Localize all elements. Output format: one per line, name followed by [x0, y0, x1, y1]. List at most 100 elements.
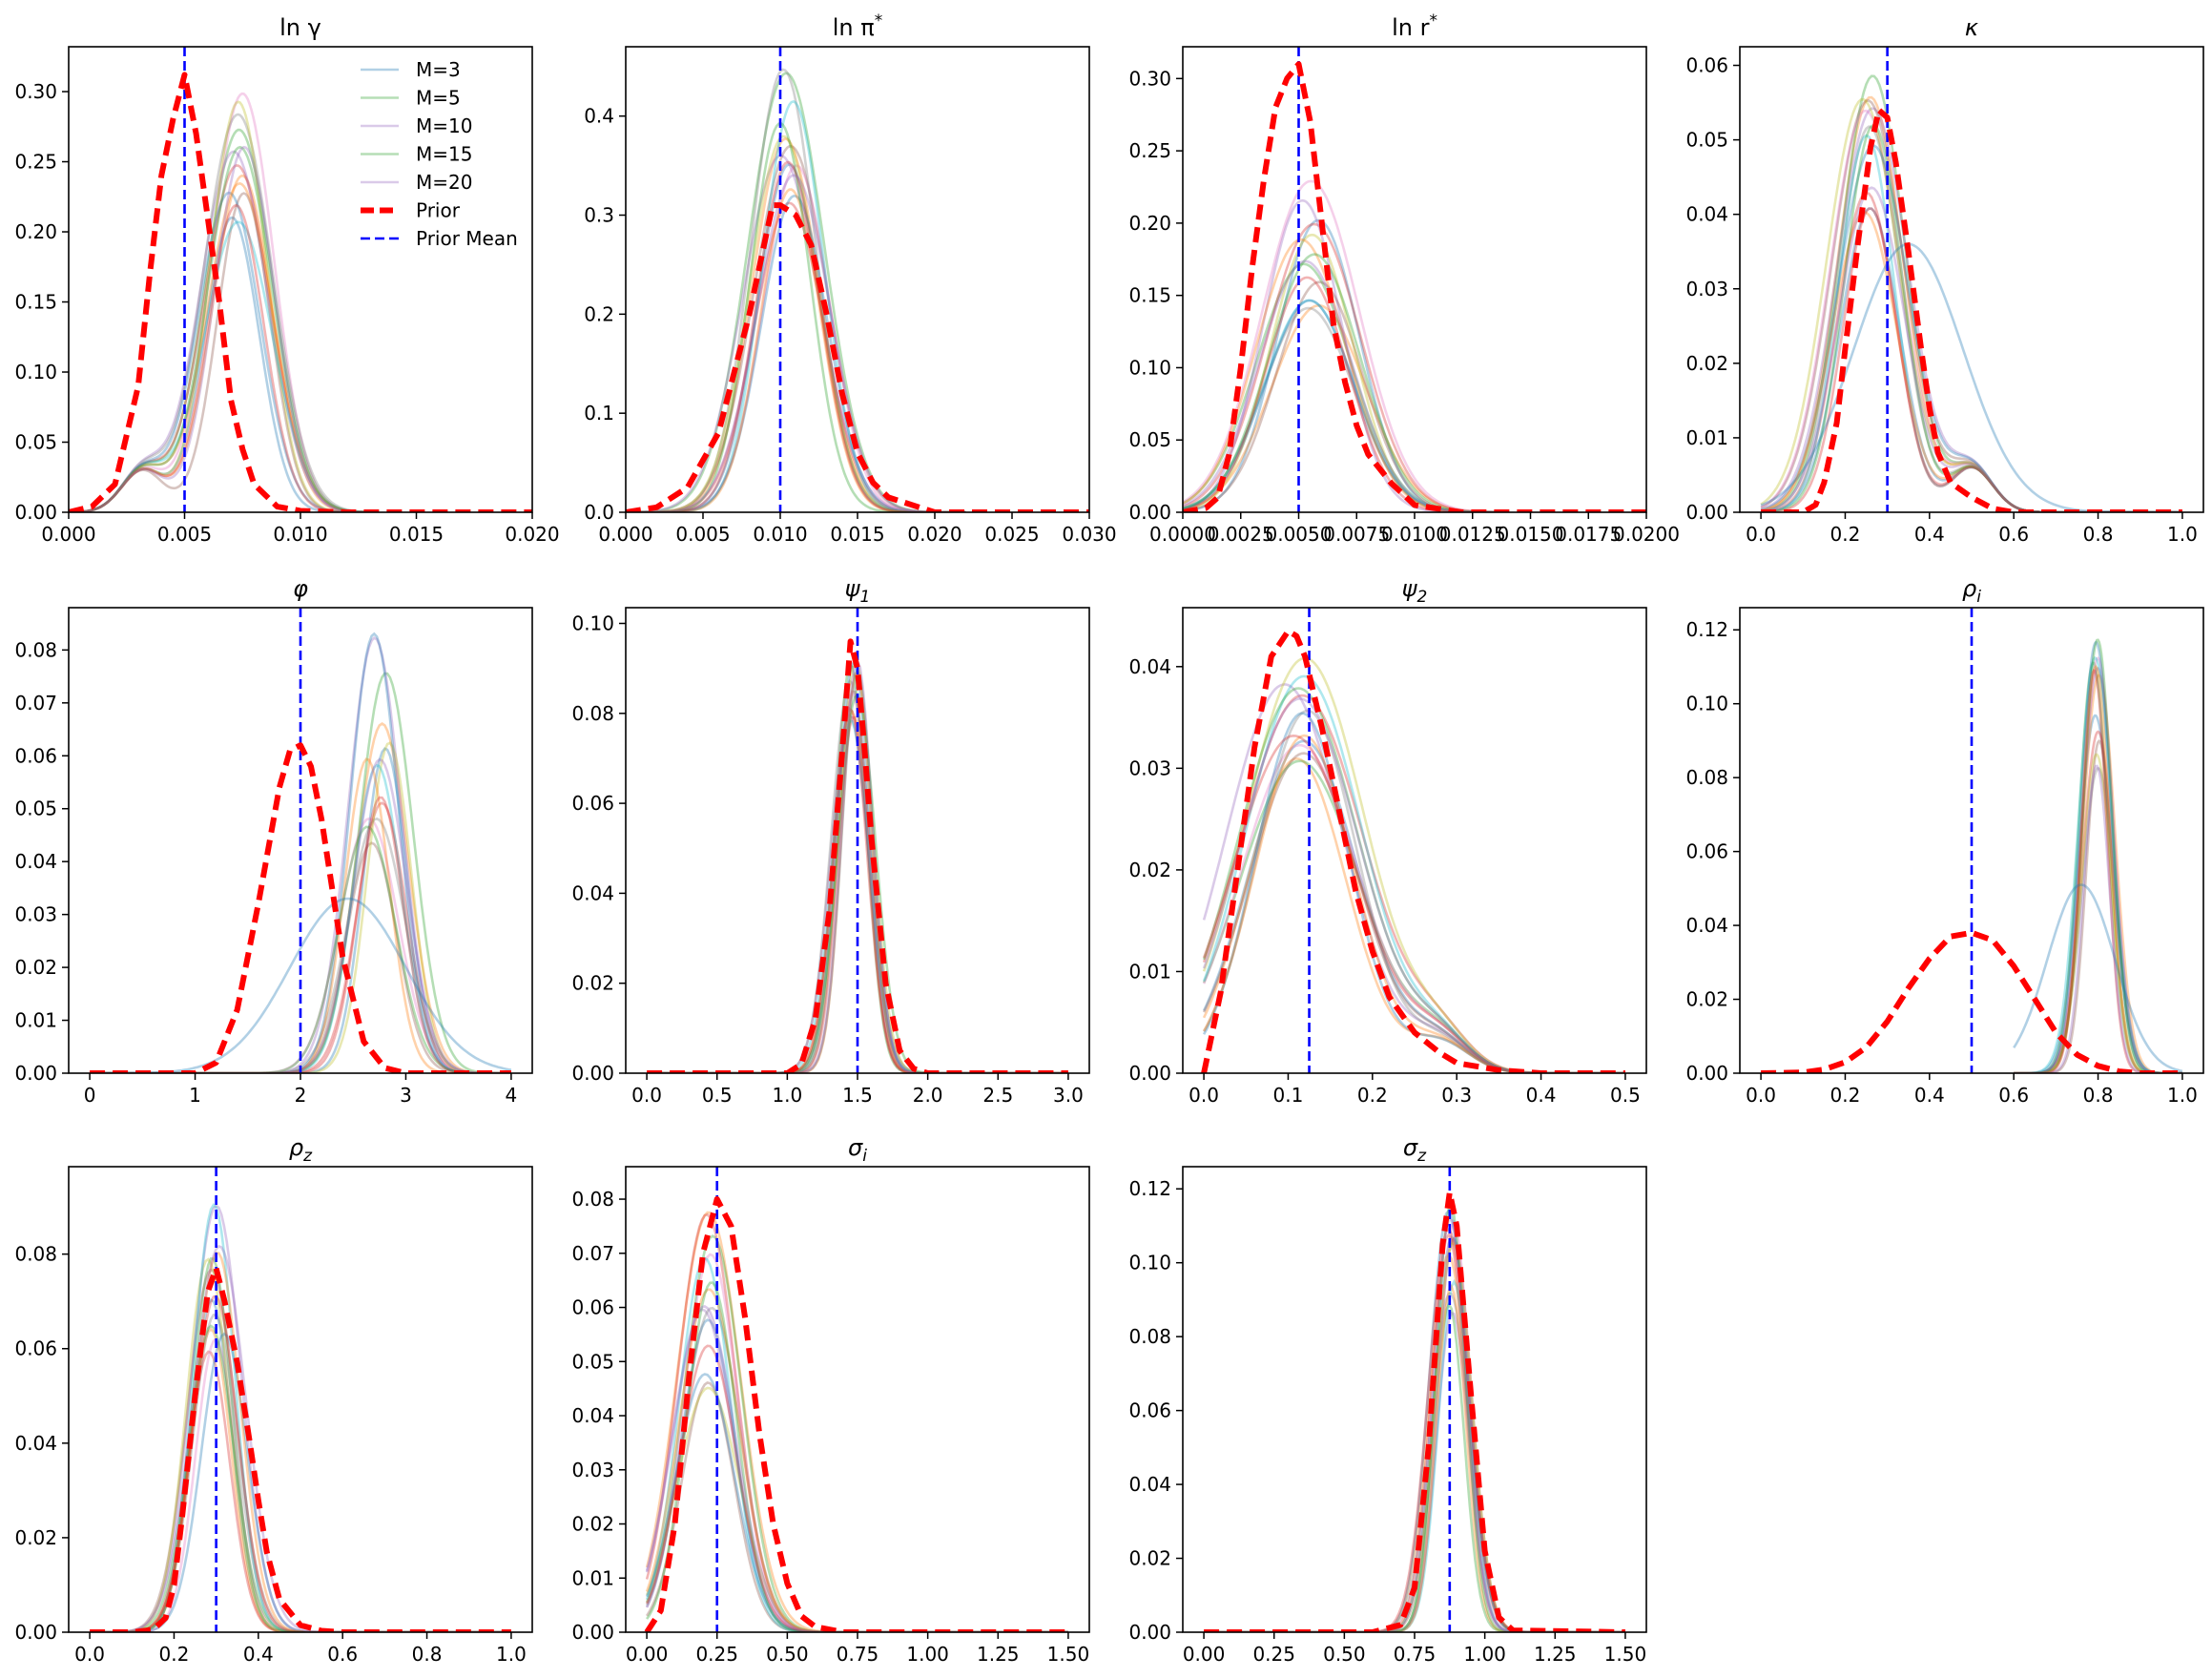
- plot-area: [626, 47, 1089, 512]
- subplot-title: φ: [293, 575, 308, 602]
- y-tick-label: 0.02: [1128, 1547, 1171, 1570]
- posterior-curve: [645, 1373, 1068, 1632]
- posterior-curve: [1760, 125, 2182, 512]
- posterior-curve: [1760, 211, 2182, 512]
- x-tick-label: 0.2: [1357, 1084, 1388, 1107]
- x-tick-label: 0.0: [1746, 1084, 1776, 1107]
- posterior-curve: [90, 1314, 511, 1632]
- legend-item: Prior: [361, 199, 461, 222]
- y-tick-label: 0.04: [14, 850, 57, 873]
- posterior-curve: [69, 145, 370, 512]
- subplot-9: 0.0 0.2 0.4 0.6 0.8 1.0 0.00 0.02 0.04 0.06 0.08 ρz: [14, 1134, 533, 1666]
- posterior-curve: [1760, 144, 2182, 512]
- y-tick-label: 0.05: [1685, 129, 1728, 152]
- posterior-curve: [626, 174, 966, 512]
- x-tick-label: 3: [400, 1084, 412, 1107]
- x-tick-label: 0.0: [631, 1084, 662, 1107]
- prior-curve: [647, 638, 1068, 1073]
- posterior-curve: [1204, 1203, 1625, 1632]
- y-tick-label: 0.20: [1128, 212, 1171, 235]
- subplot-title: σi: [848, 1134, 867, 1166]
- prior-curve: [626, 202, 1089, 512]
- prior-curve: [644, 1196, 1068, 1632]
- y-tick-label: 0.2: [584, 302, 614, 325]
- x-tick-label: 0.000: [598, 523, 652, 546]
- posterior-curve: [90, 1204, 511, 1632]
- posterior-curve: [1761, 123, 2182, 512]
- y-tick-label: 0.15: [1128, 284, 1171, 307]
- x-tick-label: 2.5: [982, 1084, 1013, 1107]
- posterior-curve: [1202, 683, 1625, 1073]
- y-tick-label: 0.06: [14, 1337, 57, 1360]
- posterior-curve: [645, 1318, 1068, 1632]
- subplot-2: 0.000 0.005 0.010 0.015 0.020 0.025 0.030 0.0 0.…: [584, 11, 1116, 546]
- y-tick-label: 0.12: [1685, 618, 1728, 641]
- y-tick-label: 0.00: [1128, 1621, 1171, 1644]
- x-tick-label: 0.4: [1526, 1084, 1557, 1107]
- y-tick-label: 0.08: [14, 1243, 57, 1266]
- y-tick-label: 0.01: [571, 1566, 614, 1589]
- y-tick-label: 0.30: [1128, 67, 1171, 90]
- prior-curve: [69, 72, 532, 512]
- y-tick-label: 0.02: [571, 972, 614, 995]
- x-tick-label: 0.6: [1998, 523, 2029, 546]
- x-tick-label: 0.0075: [1323, 523, 1390, 546]
- y-tick-label: 0.10: [571, 612, 614, 635]
- x-tick-label: 1: [189, 1084, 201, 1107]
- plot-area: [90, 1167, 511, 1632]
- x-tick-label: 0.0125: [1439, 523, 1506, 546]
- x-tick-label: 0.000: [41, 523, 95, 546]
- posterior-curve: [626, 195, 966, 512]
- x-tick-label: 0.005: [675, 523, 730, 546]
- posterior-curve: [1204, 1236, 1625, 1632]
- posterior-curve: [2014, 664, 2182, 1073]
- x-tick-label: 4: [506, 1084, 518, 1107]
- posterior-curve: [645, 1386, 1068, 1632]
- y-tick-label: 0.04: [1685, 203, 1728, 226]
- x-tick-label: 0.0100: [1381, 523, 1448, 546]
- subplot-title: ψ2: [1402, 575, 1428, 607]
- y-tick-label: 0.15: [14, 291, 57, 314]
- y-tick-label: 0.06: [571, 1296, 614, 1319]
- legend-label: M=20: [416, 171, 472, 194]
- y-tick-label: 0.00: [14, 1062, 57, 1085]
- y-tick-label: 0.02: [1128, 859, 1171, 881]
- posterior-curve: [69, 150, 370, 512]
- y-tick-label: 0.05: [571, 1350, 614, 1373]
- subplot-8: 0.0 0.2 0.4 0.6 0.8 1.0 0.00 0.02 0.04 0.06 0.08 0.…: [1685, 575, 2204, 1107]
- y-tick-label: 0.00: [14, 1621, 57, 1644]
- y-tick-label: 0.05: [14, 798, 57, 820]
- y-tick-label: 0.02: [14, 956, 57, 979]
- posterior-curve: [626, 154, 966, 512]
- y-tick-label: 0.10: [1685, 693, 1728, 715]
- prior-curve: [1204, 1190, 1625, 1632]
- y-tick-label: 0.01: [1128, 960, 1171, 983]
- axes-frame: [1182, 607, 1647, 1074]
- y-tick-label: 0.12: [1128, 1177, 1171, 1200]
- posterior-curve: [90, 1295, 511, 1632]
- posterior-curve: [90, 1257, 511, 1632]
- posterior-curve: [69, 113, 370, 512]
- y-tick-label: 0.25: [14, 151, 57, 174]
- posterior-curve: [2014, 764, 2182, 1073]
- x-tick-label: 0.2: [1830, 1084, 1861, 1107]
- y-tick-label: 0.10: [1128, 356, 1171, 379]
- x-tick-label: 1.0: [2167, 523, 2198, 546]
- posterior-curve: [1202, 734, 1625, 1073]
- subplot-1: 0.000 0.005 0.010 0.015 0.020 0.00 0.05 0.10 0.1…: [14, 14, 559, 546]
- x-tick-label: 0.0150: [1498, 523, 1564, 546]
- x-tick-label: 1.0: [772, 1084, 802, 1107]
- subplot-grid: 0.000 0.005 0.010 0.015 0.0200.000.050.100.1…: [14, 11, 2204, 1666]
- y-tick-label: 0.08: [1685, 766, 1728, 789]
- x-tick-label: 2.0: [913, 1084, 943, 1107]
- y-tick-label: 0.06: [1128, 1399, 1171, 1422]
- posterior-curve: [1204, 1253, 1625, 1632]
- posterior-curve: [645, 1288, 1068, 1632]
- subplot-title: ln γ: [279, 14, 321, 41]
- posterior-curve: [645, 1253, 1068, 1632]
- posterior-curve: [1761, 191, 2182, 512]
- x-tick-label: 3.0: [1053, 1084, 1084, 1107]
- x-tick-label: 1.25: [1534, 1643, 1577, 1666]
- y-tick-label: 0.06: [14, 744, 57, 767]
- y-tick-label: 0.04: [571, 881, 614, 904]
